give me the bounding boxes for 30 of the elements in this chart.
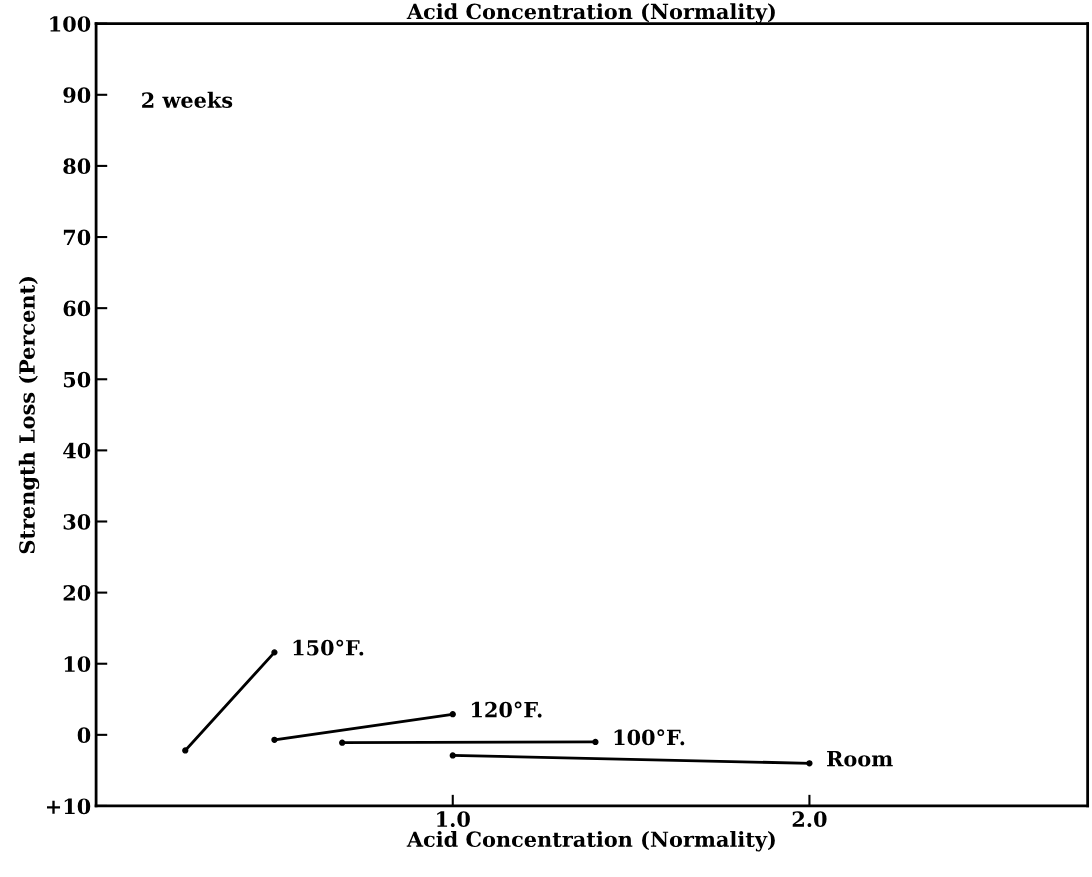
chart-title: Acid Concentration (Normality) (406, 3, 775, 24)
y-tick-label: 80 (63, 158, 91, 175)
point (449, 711, 456, 718)
point (271, 736, 278, 743)
series-label: 100°F. (614, 729, 685, 746)
x-tick-label: 2.0 (792, 811, 827, 827)
point (449, 752, 456, 759)
x-tick-label: 1.0 (437, 811, 470, 827)
y-tick-label: +10 (46, 798, 91, 815)
y-tick-label: 60 (63, 300, 91, 317)
x-axis-title: Acid Concentration (Normality) (406, 830, 775, 852)
y-tick-label: 40 (63, 442, 91, 459)
y-tick-label: 50 (63, 371, 91, 388)
annotation: 2 weeks (142, 91, 233, 108)
y-tick-label: 90 (63, 87, 91, 104)
y-tick-label: 70 (63, 229, 91, 246)
y-tick-label: 100 (50, 16, 91, 32)
y-tick-label: 10 (64, 656, 91, 672)
point (592, 738, 599, 746)
point (271, 649, 278, 656)
series-label: 150°F. (293, 639, 364, 656)
y-tick-label: 30 (63, 513, 91, 530)
series-label: Room (827, 751, 893, 767)
series-label: 120°F. (471, 701, 542, 718)
point (806, 760, 813, 767)
point (182, 747, 189, 754)
point (339, 739, 346, 746)
y-tick-label: 0 (77, 727, 91, 744)
y-axis-title: Strength Loss (Percent) (18, 276, 40, 554)
y-tick-label: 20 (63, 585, 91, 601)
